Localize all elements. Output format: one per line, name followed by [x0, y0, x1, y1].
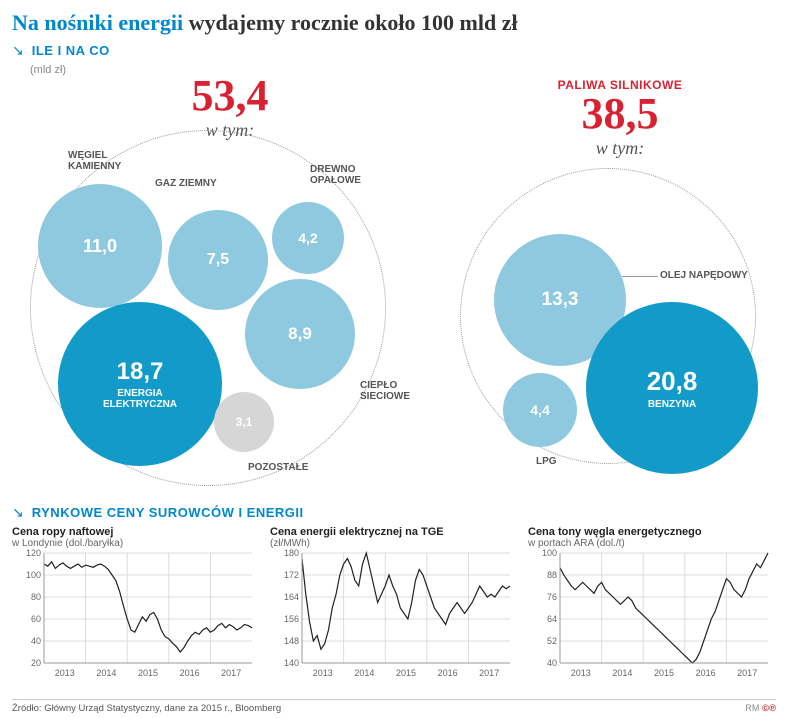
bubble-ext-label-lpg: LPG: [536, 456, 557, 467]
chart-sub: w portach ARA (dol./t): [528, 538, 776, 549]
bubble-value: 3,1: [236, 415, 253, 429]
svg-text:156: 156: [284, 614, 299, 624]
bubble-ext-label-wegiel: WĘGIELKAMIENNY: [68, 150, 121, 172]
svg-text:2015: 2015: [654, 668, 674, 678]
footer: Źródło: Główny Urząd Statystyczny, dane …: [12, 699, 776, 714]
bubble-value: 11,0: [83, 236, 117, 257]
chart-svg: 40 52 64 76 88 100 2013 2014 2015 2016 2017: [528, 549, 776, 679]
title-rest: wydajemy rocznie około 100 mld zł: [183, 10, 517, 35]
bubble-ext-label-cieplo: CIEPŁOSIECIOWE: [360, 380, 410, 402]
svg-text:60: 60: [31, 614, 41, 624]
svg-text:20: 20: [31, 658, 41, 668]
main-title: Na nośniki energii wydajemy rocznie okoł…: [0, 0, 788, 42]
svg-text:2015: 2015: [396, 668, 416, 678]
section2-header: RYNKOWE CENY SUROWCÓW I ENERGII: [32, 505, 304, 520]
section1-header: ILE I NA CO: [32, 43, 110, 58]
bubble-chart-area: 53,4w tym:PALIWA SILNIKOWE38,5w tym:11,0…: [0, 80, 788, 500]
svg-text:2013: 2013: [313, 668, 333, 678]
bubble-benzyna: 20,8 BENZYNA: [586, 302, 758, 474]
title-highlight: Na nośniki energii: [12, 10, 183, 35]
svg-text:88: 88: [547, 570, 557, 580]
bubble-cieplo: 8,9: [245, 279, 355, 389]
section1-header-row: ↘ ILE I NA CO (mld zł): [0, 42, 788, 80]
chart-svg: 20 40 60 80 100 120 2013 2014 2015 2016 2017: [12, 549, 260, 679]
svg-text:40: 40: [31, 636, 41, 646]
svg-text:120: 120: [26, 549, 41, 558]
svg-text:172: 172: [284, 570, 299, 580]
chart-ropa: Cena ropy naftowej w Londynie (dol./bary…: [12, 526, 260, 684]
svg-text:2013: 2013: [55, 668, 75, 678]
bubble-pozostale: 3,1: [214, 392, 274, 452]
chart-sub: (zł/MWh): [270, 538, 518, 549]
footer-credit: RM ©℗: [745, 703, 776, 714]
left-total: 53,4: [130, 74, 330, 118]
bubble-ext-label-drewno: DREWNOOPAŁOWE: [310, 164, 361, 186]
bubble-ext-label-olej: OLEJ NAPĘDOWY: [660, 270, 748, 281]
bubble-energia: 18,7ENERGIAELEKTRYCZNA: [58, 302, 222, 466]
chart-title: Cena energii elektrycznej na TGE: [270, 526, 518, 538]
svg-text:164: 164: [284, 592, 299, 602]
section1-subnote: (mld zł): [30, 64, 66, 76]
bubble-ext-label-pozostale: POZOSTAŁE: [248, 462, 308, 473]
bubble-value: 4,2: [298, 230, 317, 246]
chart-series: [560, 553, 768, 663]
svg-text:2016: 2016: [696, 668, 716, 678]
bubble-value: 8,9: [288, 324, 312, 344]
bubble-value: 18,7: [117, 358, 164, 386]
right-total: 38,5: [520, 92, 720, 136]
chart-wegiel: Cena tony węgla energetycznego w portach…: [528, 526, 776, 684]
arrow-icon: ↘: [12, 43, 24, 60]
bubble-value: 20,8: [647, 366, 698, 397]
svg-text:100: 100: [542, 549, 557, 558]
svg-text:180: 180: [284, 549, 299, 558]
leader-line: [622, 276, 658, 277]
bubble-value: 7,5: [207, 251, 229, 269]
chart-series: [302, 553, 510, 649]
svg-text:2017: 2017: [221, 668, 241, 678]
bubble-wegiel: 11,0: [38, 184, 162, 308]
bubble-gaz: 7,5: [168, 210, 268, 310]
svg-text:148: 148: [284, 636, 299, 646]
svg-text:2013: 2013: [571, 668, 591, 678]
svg-text:2014: 2014: [354, 668, 374, 678]
bubble-value: 13,3: [542, 289, 579, 311]
bubble-ext-label-gaz: GAZ ZIEMNY: [155, 178, 217, 189]
chart-title: Cena ropy naftowej: [12, 526, 260, 538]
bubble-value: 4,4: [530, 402, 549, 418]
svg-text:2015: 2015: [138, 668, 158, 678]
svg-text:64: 64: [547, 614, 557, 624]
bubble-label: ENERGIAELEKTRYCZNA: [103, 388, 177, 410]
svg-text:100: 100: [26, 570, 41, 580]
right-wtym: w tym:: [520, 138, 720, 159]
svg-text:140: 140: [284, 658, 299, 668]
svg-text:40: 40: [547, 658, 557, 668]
svg-text:2014: 2014: [612, 668, 632, 678]
chart-tge: Cena energii elektrycznej na TGE (zł/MWh…: [270, 526, 518, 684]
svg-text:80: 80: [31, 592, 41, 602]
bubble-lpg: 4,4: [503, 373, 577, 447]
svg-text:2016: 2016: [438, 668, 458, 678]
footer-source: Źródło: Główny Urząd Statystyczny, dane …: [12, 703, 281, 714]
svg-text:2016: 2016: [180, 668, 200, 678]
svg-text:2014: 2014: [96, 668, 116, 678]
svg-text:76: 76: [547, 592, 557, 602]
bubble-label: BENZYNA: [648, 399, 696, 410]
arrow-icon: ↘: [12, 505, 24, 522]
section2-header-row: ↘ RYNKOWE CENY SUROWCÓW I ENERGII: [0, 504, 788, 522]
svg-text:52: 52: [547, 636, 557, 646]
chart-title: Cena tony węgla energetycznego: [528, 526, 776, 538]
bubble-drewno: 4,2: [272, 202, 344, 274]
chart-svg: 140 148 156 164 172 180 2013 2014 2015 2016 2017: [270, 549, 518, 679]
svg-text:2017: 2017: [737, 668, 757, 678]
chart-sub: w Londynie (dol./baryłka): [12, 538, 260, 549]
svg-text:2017: 2017: [479, 668, 499, 678]
charts-row: Cena ropy naftowej w Londynie (dol./bary…: [0, 522, 788, 684]
